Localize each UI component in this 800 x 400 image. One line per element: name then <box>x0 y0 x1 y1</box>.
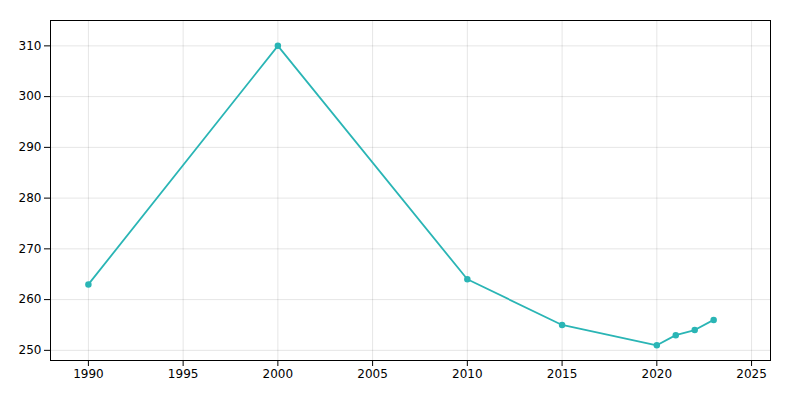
svg-text:280: 280 <box>19 191 42 205</box>
svg-text:290: 290 <box>19 140 42 154</box>
svg-text:260: 260 <box>19 292 42 306</box>
svg-text:2015: 2015 <box>547 367 578 381</box>
svg-text:2000: 2000 <box>263 367 294 381</box>
svg-text:1990: 1990 <box>73 367 104 381</box>
svg-text:2010: 2010 <box>452 367 483 381</box>
svg-text:310: 310 <box>19 39 42 53</box>
svg-text:300: 300 <box>19 89 42 103</box>
svg-text:1995: 1995 <box>168 367 199 381</box>
svg-text:2005: 2005 <box>357 367 388 381</box>
svg-text:2025: 2025 <box>736 367 767 381</box>
svg-text:270: 270 <box>19 242 42 256</box>
svg-text:250: 250 <box>19 343 42 357</box>
svg-text:2020: 2020 <box>642 367 673 381</box>
